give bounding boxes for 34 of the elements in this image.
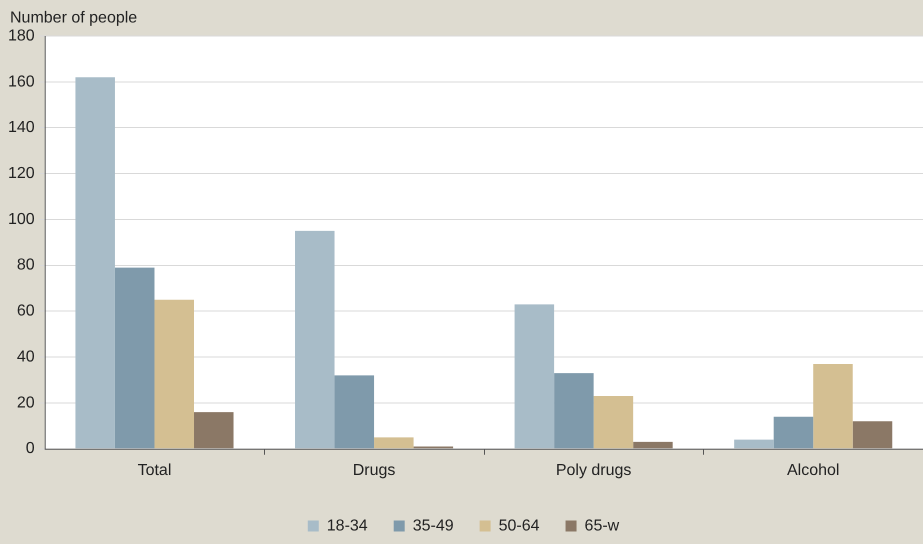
y-tick-label: 100 [8,210,35,228]
y-tick-label: 20 [16,394,35,412]
x-tick-label: Alcohol [786,462,840,479]
bar [154,300,194,448]
bar [554,373,594,448]
y-tick-label: 80 [16,256,35,274]
y-tick-label: 140 [8,119,35,136]
bar [374,437,414,448]
bar [633,442,673,448]
y-tick-label: 40 [16,348,35,366]
bar [852,421,892,448]
y-tick-label: 180 [8,27,35,44]
bar [194,412,234,448]
legend-label: 50-64 [498,517,540,534]
bar [594,396,634,448]
y-tick-label: 120 [8,165,35,182]
bar [813,364,853,448]
bar [114,268,154,448]
bar [774,416,814,448]
x-tick-label: Total [138,462,172,479]
x-tick-label: Drugs [352,462,396,479]
y-tick-label: 160 [8,73,35,90]
y-axis-title: Number of people [10,9,138,26]
y-tick-label: 60 [16,302,35,320]
bar [295,230,335,448]
legend-label: 35-49 [412,517,454,534]
legend-label: 65-w [584,517,620,534]
bar [334,375,374,448]
x-tick-label: Poly drugs [556,462,632,479]
bar [514,304,554,448]
bar [734,440,774,448]
y-tick-label: 0 [26,440,35,458]
legend-label: 18-34 [326,517,368,534]
bar [75,77,115,448]
